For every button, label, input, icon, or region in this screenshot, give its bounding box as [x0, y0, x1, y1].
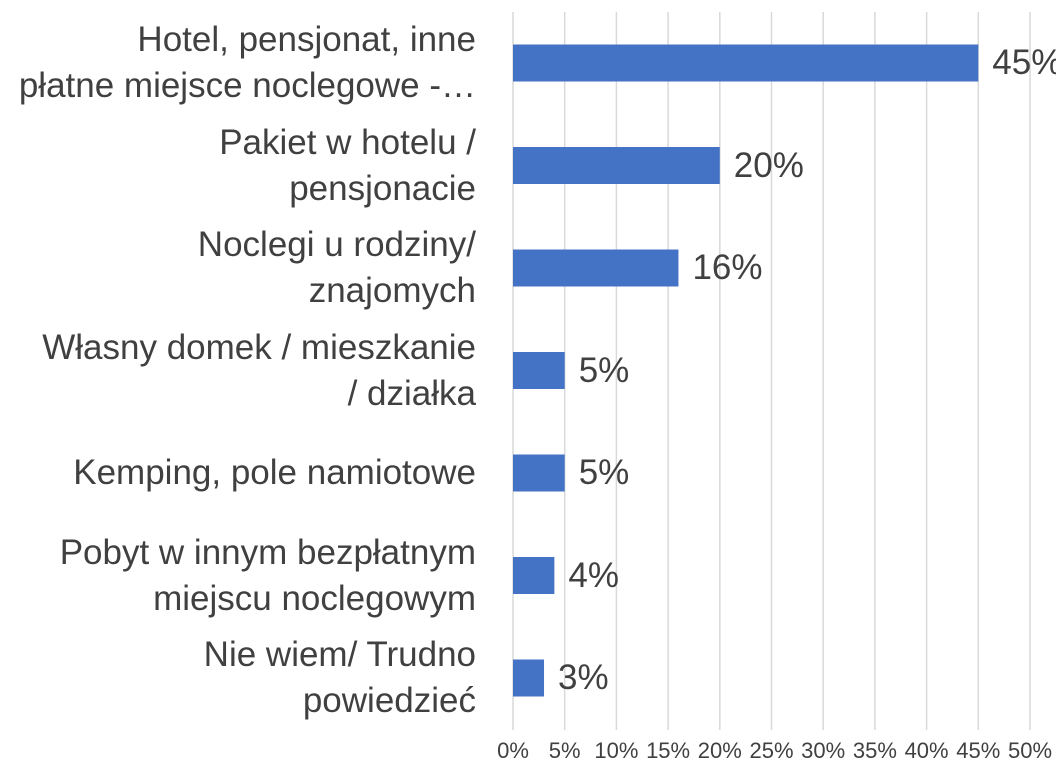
bar [513, 249, 679, 287]
category-label: Pobyt w innym bezpłatnym miejscu noclego… [59, 532, 476, 618]
bar [513, 44, 979, 82]
x-tick-label: 45% [956, 738, 1001, 763]
x-tick-label: 15% [646, 738, 691, 763]
value-label: 16% [692, 248, 763, 287]
bar [513, 352, 565, 389]
x-tick-label: 25% [749, 738, 794, 763]
x-tick-label: 20% [697, 738, 742, 763]
category-label: Własny domek / mieszkanie / działka [42, 327, 476, 413]
x-tick-label: 30% [801, 738, 846, 763]
bar [513, 454, 565, 492]
x-tick-label: 0% [497, 738, 529, 763]
value-label: 3% [558, 658, 609, 697]
value-label: 4% [568, 555, 619, 595]
x-tick-label: 10% [594, 738, 639, 763]
category-label: Nie wiem/ Trudno powiedzieć [203, 635, 476, 720]
x-tick-label: 50% [1007, 738, 1053, 763]
value-label: 5% [578, 350, 630, 390]
value-label: 20% [733, 145, 804, 185]
bar [513, 557, 555, 594]
category-label: Pakiet w hotelu / pensjonacie [219, 122, 476, 208]
value-label: 5% [578, 453, 630, 492]
category-label: Hotel, pensjonat, inne płatne miejsce no… [18, 20, 476, 105]
value-label: 45% [992, 43, 1056, 82]
category-label: Kemping, pole namiotowe [73, 453, 476, 492]
bar [513, 659, 545, 697]
x-tick-label: 5% [548, 738, 581, 763]
category-label: Noclegi u rodziny/ znajomych [197, 225, 476, 310]
x-tick-label: 40% [904, 738, 949, 763]
x-tick-label: 35% [852, 738, 897, 763]
bar [513, 147, 720, 184]
